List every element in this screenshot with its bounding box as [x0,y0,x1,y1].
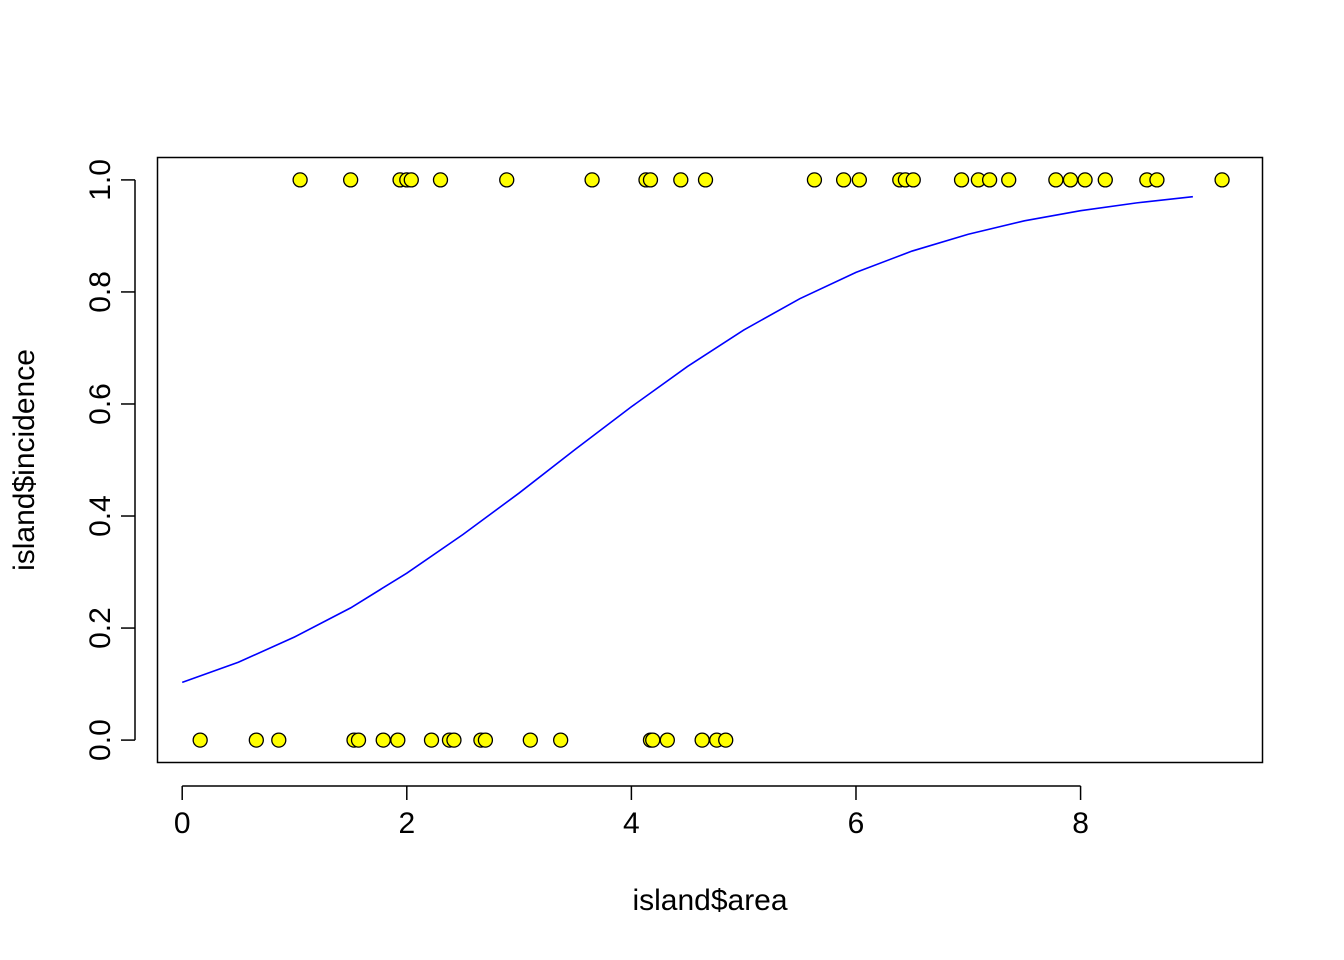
data-point [342,172,359,188]
data-point [981,172,998,188]
data-points-layer [192,172,1230,748]
data-point [522,732,538,748]
data-point [1001,172,1017,188]
data-point [350,732,367,748]
data-point [1149,172,1165,188]
y-axis: 0.0 0.2 0.4 0.6 0.8 1.0 [84,159,136,761]
plot-frame [156,156,1264,764]
data-point [718,732,734,748]
y-tick-label: 0.4 [84,495,117,537]
data-point [271,732,287,748]
data-point [953,172,970,188]
x-tick-label: 4 [623,807,640,840]
y-tick-label: 0.6 [84,383,117,425]
data-point [642,172,659,188]
x-tick-label: 6 [848,807,865,840]
data-point [1214,172,1230,188]
data-point [645,732,661,748]
fitted-curve [181,195,1193,684]
data-point [584,172,600,188]
fitted-curve-layer [181,195,1193,684]
y-tick-label: 0.2 [84,607,117,649]
data-point [697,172,714,188]
data-point [659,732,675,748]
data-point [1062,172,1079,188]
data-point [694,732,710,748]
data-point [477,732,494,748]
data-point [835,172,852,188]
x-tick-label: 0 [174,807,191,840]
data-point [446,732,462,748]
x-axis-label: island$area [632,884,787,917]
data-point [499,172,515,188]
data-point [375,732,391,748]
data-point [905,172,921,188]
data-point [403,172,419,188]
y-axis-label: island$incidence [8,349,41,571]
data-point [192,732,208,748]
x-tick-label: 8 [1072,807,1089,840]
data-point [1048,172,1064,188]
data-point [390,732,406,748]
y-tick-label: 1.0 [84,159,117,201]
y-tick-label: 0.0 [84,719,117,761]
data-point [673,172,689,188]
data-point [432,172,449,188]
data-point [292,172,308,188]
data-point [1097,172,1113,188]
data-point [423,732,440,748]
x-tick-label: 2 [398,807,415,840]
data-point [806,172,823,188]
x-axis: 0 2 4 6 8 [174,785,1089,840]
data-point [248,732,264,748]
data-point [1077,172,1093,188]
data-point [553,732,569,748]
y-tick-label: 0.8 [84,271,117,313]
data-point [851,172,867,188]
